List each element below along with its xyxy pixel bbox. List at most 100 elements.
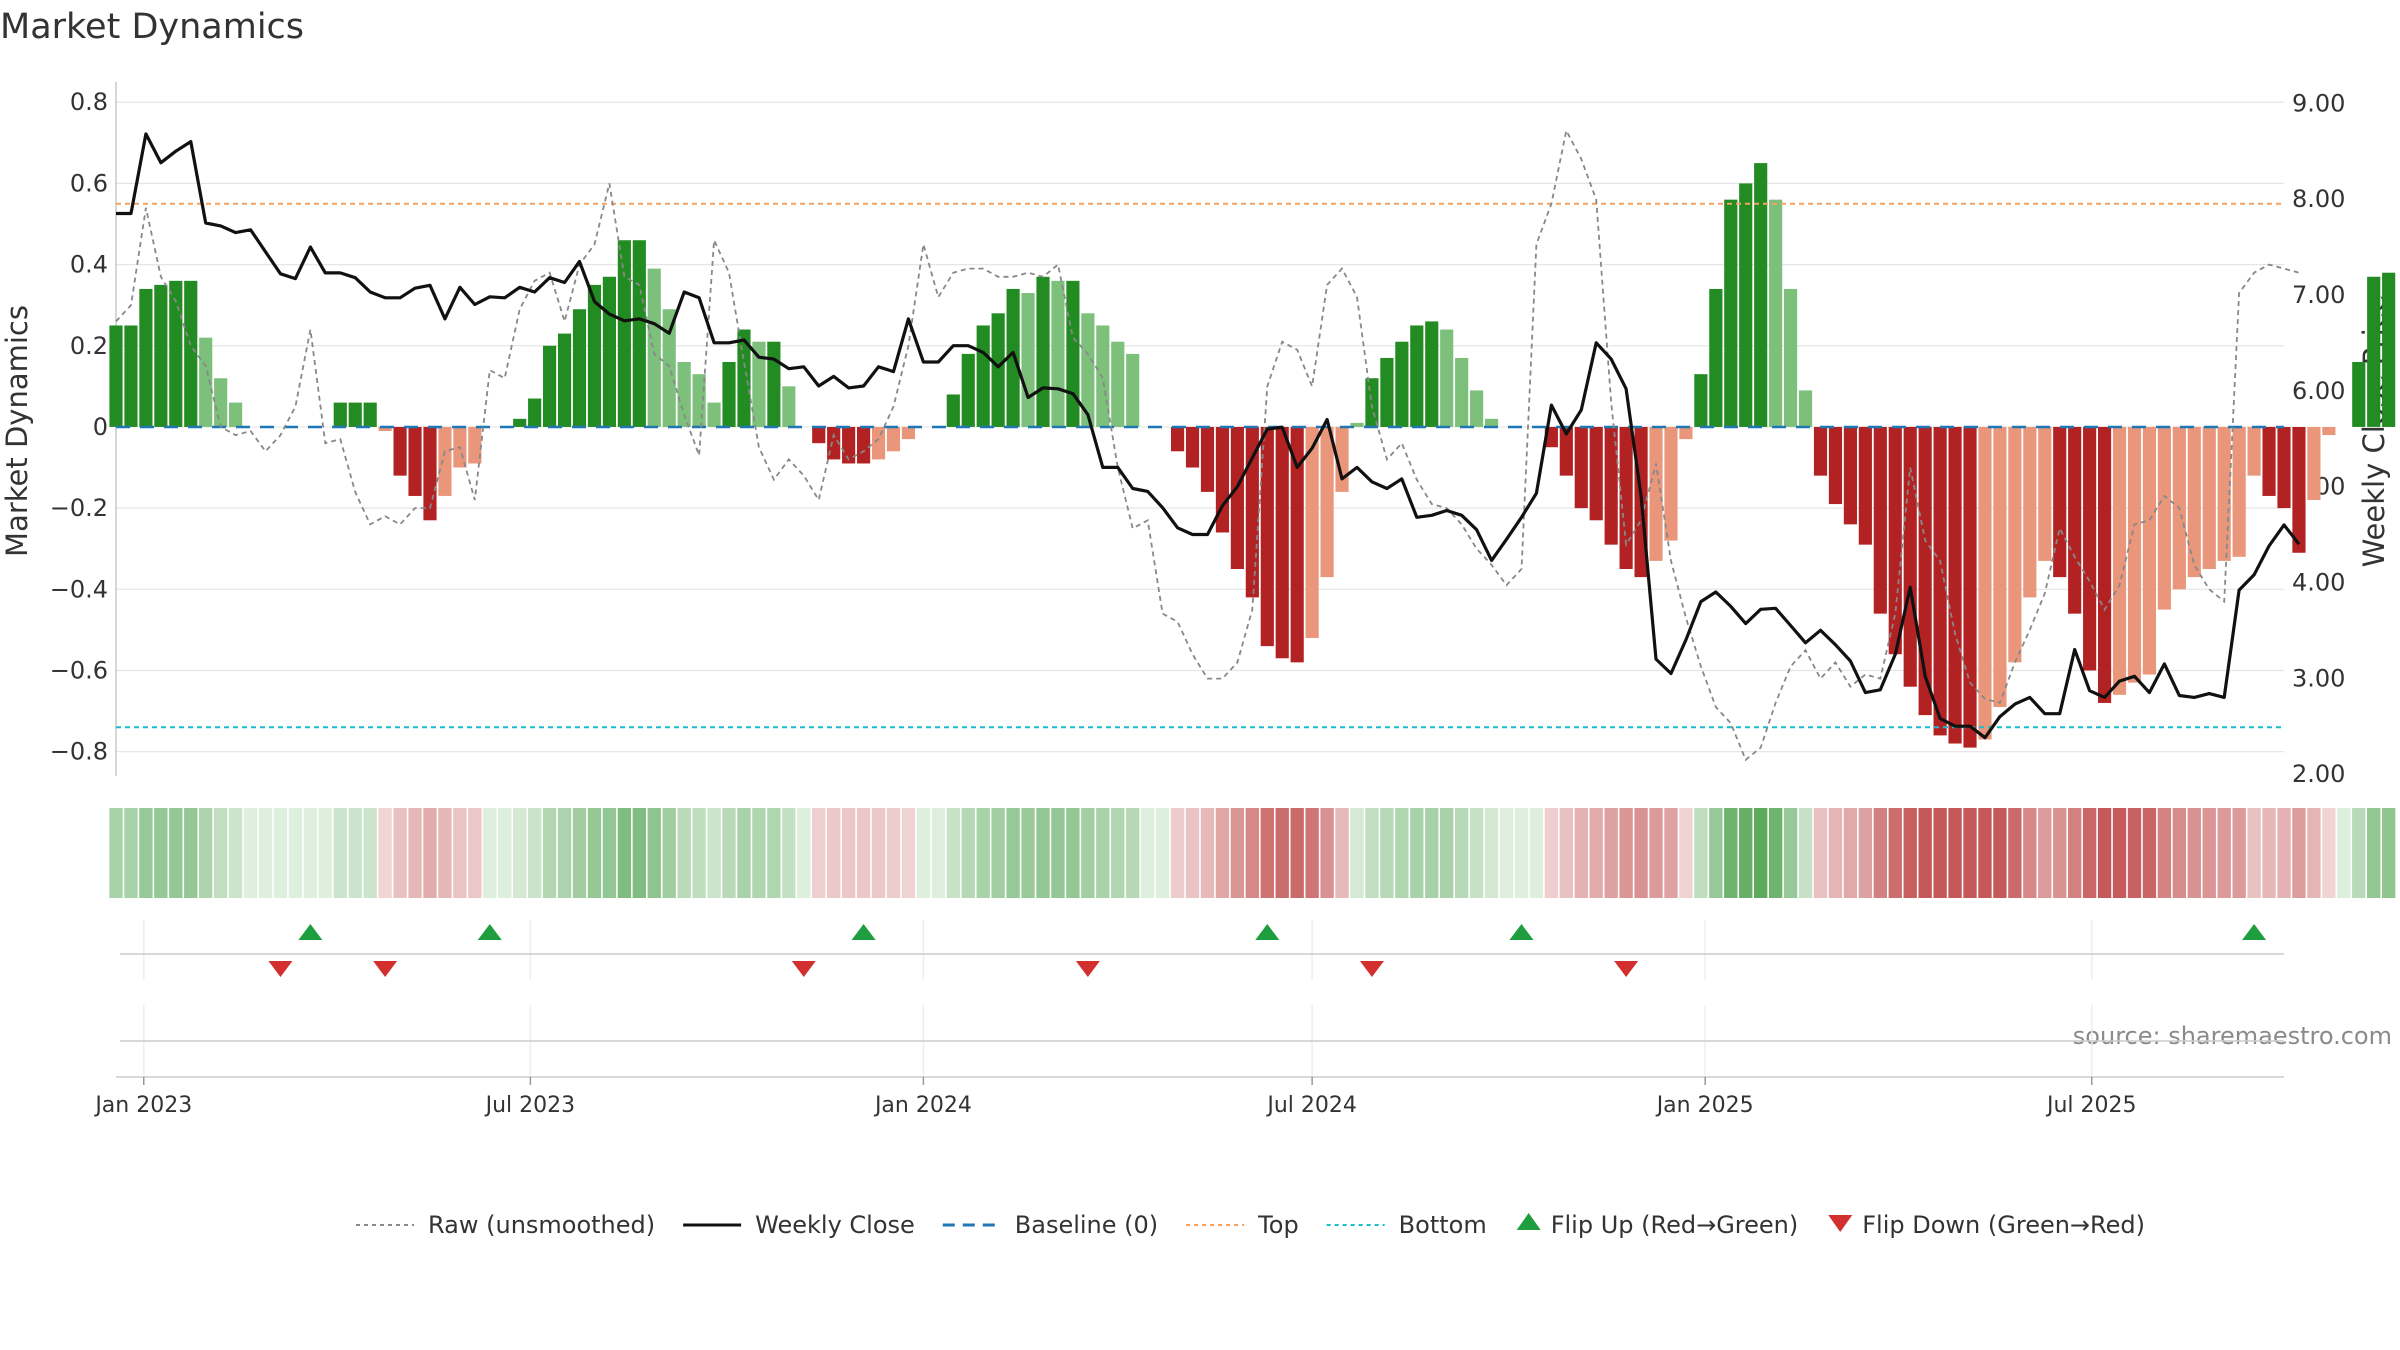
regime-cell [1380, 808, 1394, 898]
regime-cell [1948, 808, 1962, 898]
regime-cell [1096, 808, 1110, 898]
regime-cell [931, 808, 946, 898]
dynamics-bar [707, 402, 721, 427]
regime-cell [2367, 808, 2381, 898]
dynamics-bar [1365, 378, 1379, 427]
flip-down-marker [1614, 961, 1639, 977]
dynamics-bar [1051, 280, 1065, 427]
dynamics-bar [2008, 426, 2022, 663]
dynamics-bar [1320, 426, 1334, 578]
legend-label: Top [1257, 1211, 1299, 1239]
regime-cell [139, 808, 153, 898]
regime-cell [2247, 808, 2261, 898]
dynamics-bar [1694, 374, 1708, 427]
dynamics-bar [1006, 288, 1020, 427]
regime-cell [2097, 808, 2112, 898]
x-tick-label: Jul 2025 [2045, 1093, 2137, 1118]
dynamics-bar [1350, 422, 1364, 427]
dynamics-bar [1425, 321, 1439, 427]
dynamics-bar [1724, 199, 1738, 427]
regime-cell [1036, 808, 1050, 898]
regime-cell [692, 808, 706, 898]
dynamics-bar [393, 426, 407, 476]
regime-cell [1081, 808, 1095, 898]
regime-cell [916, 808, 931, 898]
dynamics-bar [662, 309, 676, 427]
legend-label: Baseline (0) [1015, 1211, 1158, 1239]
dynamics-bar [2157, 426, 2171, 610]
dynamics-bar [1081, 313, 1095, 427]
regime-cell [243, 808, 258, 898]
dynamics-bar [1784, 288, 1798, 427]
regime-cell [199, 808, 213, 898]
legend: Raw (unsmoothed) Weekly Close Baseline (0)… [356, 1211, 2145, 1239]
legend-item-price: Weekly Close [683, 1211, 915, 1239]
regime-cell [1739, 808, 1753, 898]
dynamics-bar [1455, 357, 1469, 427]
dynamics-bar [722, 362, 736, 427]
x-tick-label: Jan 2023 [93, 1093, 192, 1118]
dynamics-bar [617, 240, 631, 427]
regime-cell [1499, 808, 1514, 898]
dynamics-bar [2098, 426, 2112, 703]
right-tick-label: 2.00 [2292, 760, 2345, 788]
regime-cell [1918, 808, 1932, 898]
regime-cell [2277, 808, 2291, 898]
regime-cell [1185, 808, 1200, 898]
regime-cell [1395, 808, 1409, 898]
regime-cell [124, 808, 138, 898]
left-tick-label: 0 [93, 413, 108, 441]
regime-cell [1469, 808, 1484, 898]
legend-item-top: Top [1186, 1211, 1299, 1239]
flip-markers [116, 924, 2284, 1078]
dynamics-bar [1948, 426, 1962, 744]
raw-series-line [115, 127, 2300, 762]
dynamics-bar [2262, 426, 2276, 496]
regime-cell [617, 808, 632, 898]
dynamics-bar [2382, 272, 2396, 427]
right-tick-label: 3.00 [2292, 664, 2345, 692]
regime-cell [184, 808, 198, 898]
regime-cell [1290, 808, 1304, 898]
flip-down-marker [791, 961, 816, 977]
dynamics-bar [1858, 426, 1872, 545]
flip-up-marker [1509, 924, 1534, 940]
regime-cell [1275, 808, 1289, 898]
right-tick-label: 4.00 [2292, 568, 2345, 596]
regime-cell [468, 808, 482, 898]
x-tick-label: Jan 2025 [1655, 1093, 1754, 1118]
dynamics-bar [1290, 426, 1304, 663]
regime-cell [1903, 808, 1917, 898]
regime-cell [1245, 808, 1260, 898]
legend-label: Flip Down (Green→Red) [1862, 1211, 2145, 1239]
reference-lines [116, 202, 2284, 729]
regime-cell [737, 808, 751, 898]
dynamics-bar [438, 426, 452, 496]
dynamics-bar [109, 325, 123, 427]
dynamics-bar [632, 240, 646, 427]
dynamics-bar [543, 345, 557, 427]
regime-cell [1604, 808, 1618, 898]
dynamics-bar [1021, 293, 1035, 427]
regime-cell [1410, 808, 1424, 898]
flip-down-marker [1075, 961, 1100, 977]
dynamics-bar [2142, 426, 2157, 675]
flip-down-marker [1359, 961, 1384, 977]
regime-cell [438, 808, 452, 898]
regime-cell [1559, 808, 1573, 898]
dynamics-bar [1260, 426, 1274, 647]
dynamics-bar [1305, 426, 1319, 638]
regime-cell [1858, 808, 1873, 898]
dynamics-bar [348, 402, 362, 427]
dynamics-bar [2232, 426, 2246, 557]
left-axis-label: Market Dynamics [0, 305, 34, 557]
dynamics-bar [871, 426, 886, 460]
right-tick-label: 6.00 [2292, 377, 2345, 405]
dynamics-bar [1185, 426, 1200, 468]
regime-cell [333, 808, 347, 898]
regime-cell [2187, 808, 2201, 898]
legend-label: Weekly Close [755, 1211, 915, 1239]
dynamics-bar [961, 353, 975, 427]
regime-cell [2307, 808, 2321, 898]
